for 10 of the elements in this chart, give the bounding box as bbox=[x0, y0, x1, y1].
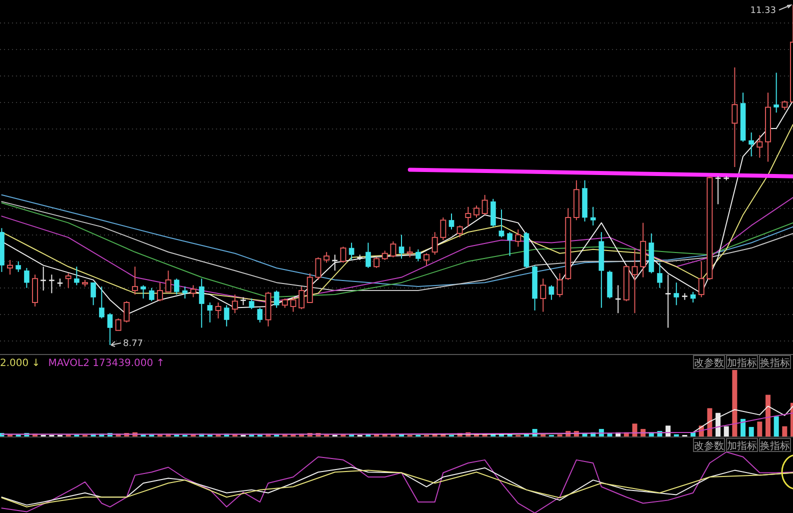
text: 改参数 bbox=[694, 357, 724, 369]
text: MAVOL2 173439.000 ↑ bbox=[48, 358, 165, 369]
annotation: 换指标 bbox=[760, 440, 790, 452]
annotation: 加指标 bbox=[727, 440, 757, 452]
annotation: 改参数 bbox=[694, 440, 724, 452]
text: 换指标 bbox=[760, 357, 790, 369]
annotation: 8.77 bbox=[122, 339, 144, 349]
text: 加指标 bbox=[727, 357, 757, 369]
annotation: 11.33 bbox=[750, 6, 776, 16]
text: 2.000 ↓ bbox=[0, 358, 40, 369]
